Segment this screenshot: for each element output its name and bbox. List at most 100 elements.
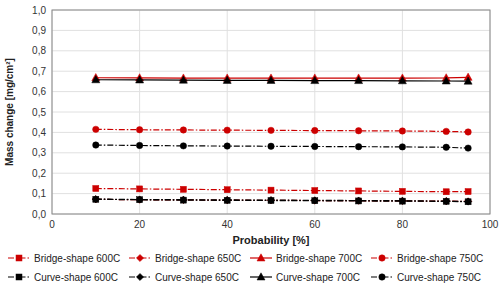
legend-item: Bridge-shape 650C bbox=[129, 253, 241, 264]
point bbox=[268, 143, 274, 149]
y-tick-label: 0,9 bbox=[32, 25, 46, 36]
legend-marker bbox=[257, 254, 265, 261]
point bbox=[92, 76, 100, 83]
grid-line bbox=[52, 152, 490, 153]
legend-label: Curve-shape 700C bbox=[276, 272, 360, 283]
x-tick-label: 0 bbox=[49, 219, 55, 230]
y-tick-label: 0,8 bbox=[32, 45, 46, 56]
grid-line bbox=[52, 173, 490, 174]
point bbox=[355, 128, 361, 134]
legend-label: Bridge-shape 750C bbox=[397, 253, 483, 264]
point bbox=[224, 197, 231, 204]
legend-item: Curve-shape 700C bbox=[250, 272, 360, 283]
y-axis-label: Mass change [mg/cm²] bbox=[4, 58, 15, 166]
point bbox=[92, 196, 99, 203]
chart: 0,00,10,20,30,40,50,60,70,80,91,00204060… bbox=[0, 0, 500, 306]
legend-label: Curve-shape 650C bbox=[155, 272, 239, 283]
point bbox=[180, 143, 186, 149]
y-tick-label: 0,7 bbox=[32, 66, 46, 77]
x-tick-label: 60 bbox=[309, 219, 321, 230]
point bbox=[179, 76, 187, 83]
point bbox=[443, 144, 449, 150]
point bbox=[93, 142, 99, 148]
series bbox=[93, 186, 471, 195]
point bbox=[311, 197, 318, 204]
point bbox=[136, 196, 143, 203]
x-tick-label: 20 bbox=[134, 219, 146, 230]
y-tick-label: 0,3 bbox=[32, 147, 46, 158]
series-line bbox=[96, 80, 468, 81]
y-tick-label: 0,2 bbox=[32, 168, 46, 179]
legend-label: Curve-shape 600C bbox=[34, 272, 118, 283]
point bbox=[443, 198, 449, 204]
point bbox=[442, 77, 450, 84]
legend-label: Bridge-shape 650C bbox=[155, 253, 241, 264]
legend-marker bbox=[136, 273, 143, 280]
point bbox=[311, 197, 318, 204]
point bbox=[312, 188, 318, 194]
grid-line bbox=[52, 91, 490, 92]
y-tick-label: 1,0 bbox=[32, 5, 46, 16]
series bbox=[93, 126, 472, 135]
plot-area bbox=[92, 73, 472, 205]
series-line bbox=[96, 199, 468, 201]
legend-marker bbox=[16, 274, 22, 280]
point bbox=[136, 196, 143, 203]
series-line bbox=[96, 199, 468, 201]
legend-item: Bridge-shape 750C bbox=[371, 253, 483, 264]
x-tick-label: 100 bbox=[482, 219, 499, 230]
grid-line bbox=[402, 10, 403, 214]
grid bbox=[52, 10, 490, 214]
point bbox=[399, 188, 405, 194]
point bbox=[312, 143, 318, 149]
point bbox=[355, 197, 362, 204]
point bbox=[312, 127, 318, 133]
point bbox=[356, 188, 362, 194]
legend-marker bbox=[379, 255, 385, 261]
point bbox=[180, 186, 186, 192]
legend-item: Curve-shape 600C bbox=[8, 272, 118, 283]
point bbox=[136, 142, 142, 148]
point bbox=[268, 127, 274, 133]
point bbox=[465, 129, 471, 135]
point bbox=[465, 199, 471, 205]
point bbox=[180, 196, 187, 203]
grid-line bbox=[314, 10, 315, 214]
series bbox=[92, 196, 472, 205]
series bbox=[92, 73, 472, 81]
grid-line bbox=[52, 30, 490, 31]
legend-item: Curve-shape 750C bbox=[371, 272, 481, 283]
point bbox=[137, 197, 143, 203]
point bbox=[180, 196, 187, 203]
point bbox=[443, 128, 449, 134]
point bbox=[268, 187, 274, 193]
point bbox=[267, 197, 274, 204]
point bbox=[465, 198, 472, 205]
y-tick-label: 0,0 bbox=[32, 209, 46, 220]
point bbox=[137, 186, 143, 192]
legend-marker bbox=[136, 254, 143, 261]
series bbox=[92, 76, 472, 85]
grid-line bbox=[139, 10, 140, 214]
x-tick-label: 80 bbox=[397, 219, 409, 230]
point bbox=[93, 186, 99, 192]
point bbox=[465, 145, 471, 151]
point bbox=[355, 143, 361, 149]
legend-label: Curve-shape 750C bbox=[397, 272, 481, 283]
series-line bbox=[96, 199, 468, 201]
point bbox=[443, 198, 450, 205]
point bbox=[224, 196, 231, 203]
grid-line bbox=[52, 71, 490, 72]
legend-label: Bridge-shape 700C bbox=[276, 253, 362, 264]
series-line bbox=[96, 189, 468, 192]
grid-line bbox=[52, 50, 490, 51]
legend: Bridge-shape 600CBridge-shape 650CBridge… bbox=[8, 253, 483, 283]
point bbox=[399, 144, 405, 150]
x-tick-label: 40 bbox=[222, 219, 234, 230]
y-tick-label: 0,1 bbox=[32, 188, 46, 199]
legend-item: Curve-shape 650C bbox=[129, 272, 239, 283]
series bbox=[93, 196, 471, 204]
legend-marker bbox=[257, 273, 265, 280]
legend-marker bbox=[379, 274, 385, 280]
point bbox=[443, 198, 450, 205]
